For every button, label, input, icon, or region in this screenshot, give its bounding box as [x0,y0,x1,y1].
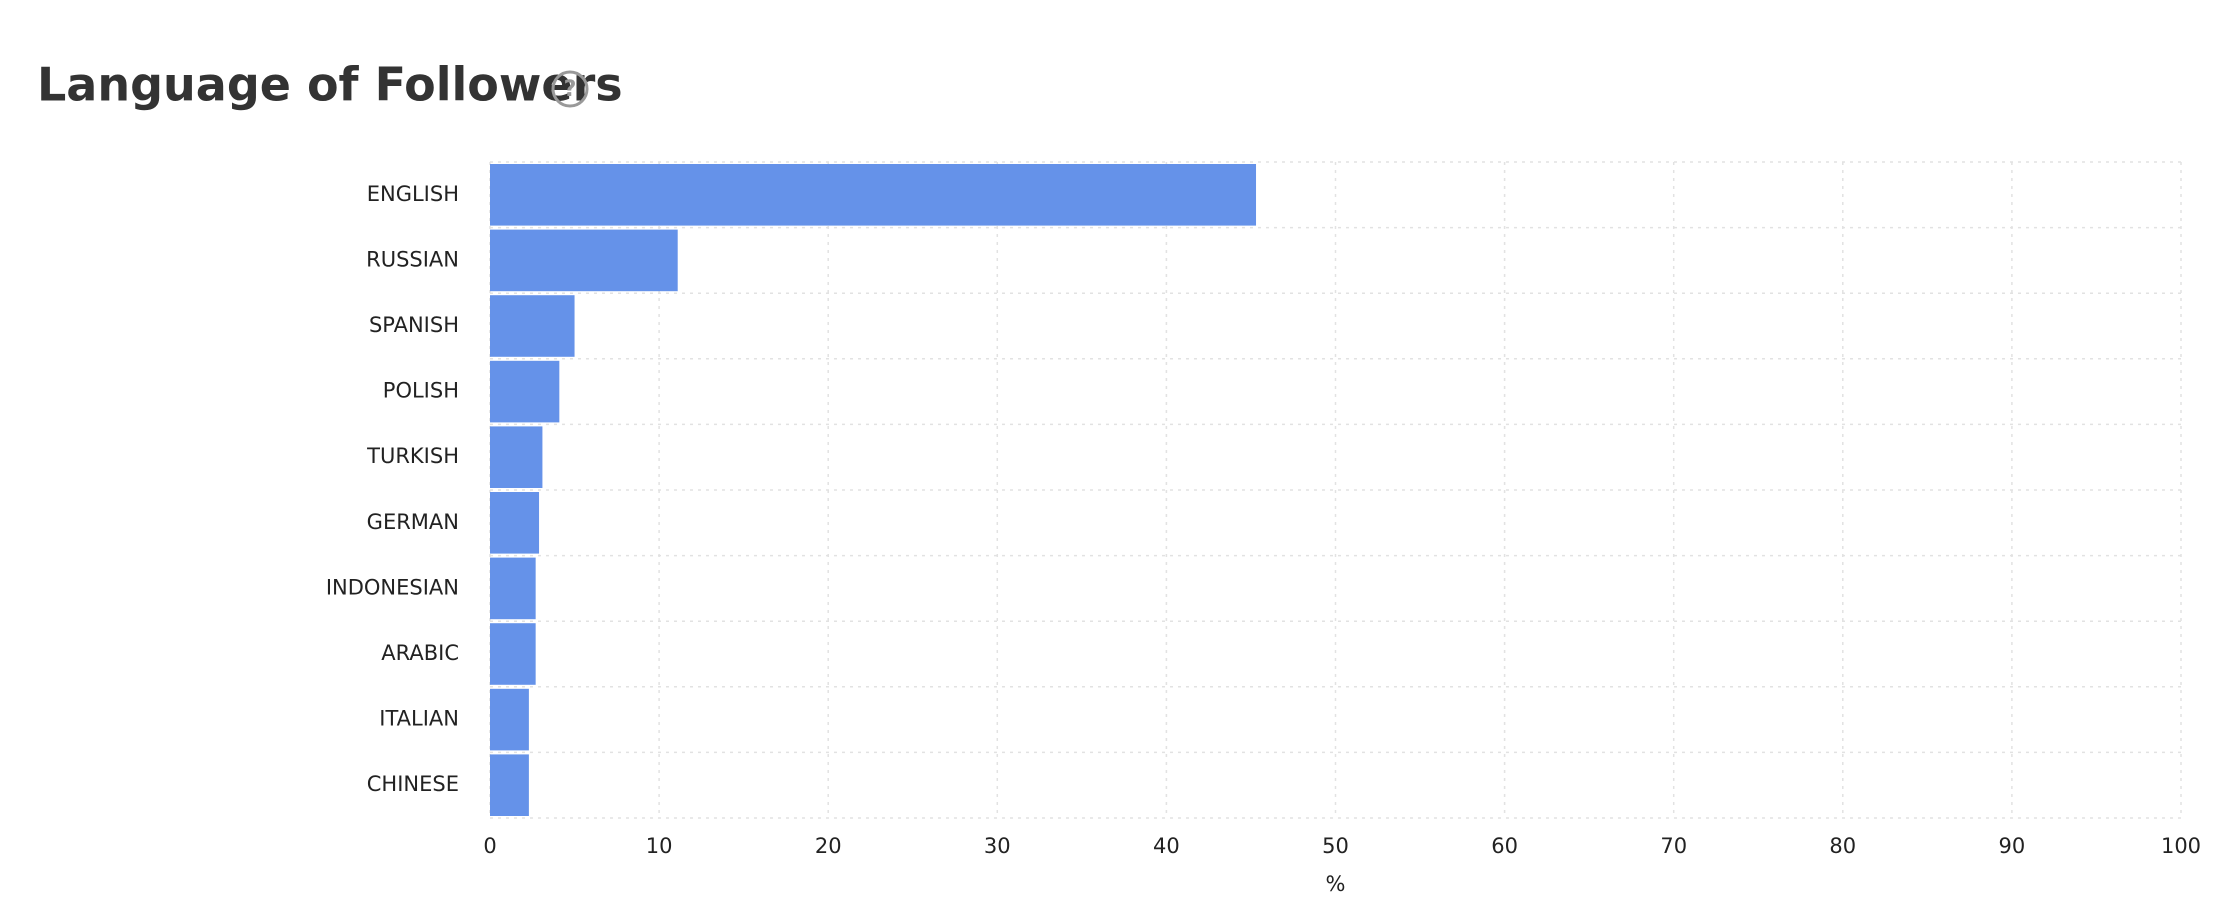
x-tick-label: 100 [2161,834,2201,858]
bar [490,229,678,292]
bar [490,360,560,423]
x-tick-label: 10 [646,834,673,858]
help-icon[interactable]: ? [551,70,589,108]
y-tick-label: TURKISH [366,444,459,468]
bar [490,688,529,751]
y-tick-label: GERMAN [367,510,459,534]
bar [490,623,536,685]
y-tick-label: ITALIAN [379,707,459,731]
help-text: ? [564,77,577,102]
y-tick-label: CHINESE [367,772,459,796]
x-tick-label: 90 [1999,834,2026,858]
y-tick-label: ARABIC [381,641,459,665]
x-tick-label: 50 [1322,834,1349,858]
bar [490,754,529,816]
x-tick-label: 60 [1491,834,1518,858]
bar [490,295,575,357]
y-tick-label: INDONESIAN [326,575,459,599]
y-tick-label: SPANISH [369,313,459,337]
x-tick-label: 30 [984,834,1011,858]
bar [490,164,1257,226]
y-tick-label: ENGLISH [367,182,459,206]
y-tick-label: RUSSIAN [366,247,459,271]
y-tick-label: POLISH [383,379,459,403]
chart-title: Language of Followers [37,58,623,112]
x-tick-label: 0 [483,834,496,858]
x-tick-label: 20 [815,834,842,858]
x-axis-label: % [1326,872,1346,896]
help-circle [551,70,589,108]
x-tick-label: 80 [1829,834,1856,858]
bar [490,426,543,488]
bar [490,557,536,620]
x-tick-label: 40 [1153,834,1180,858]
bar [490,492,540,554]
x-tick-label: 70 [1660,834,1687,858]
